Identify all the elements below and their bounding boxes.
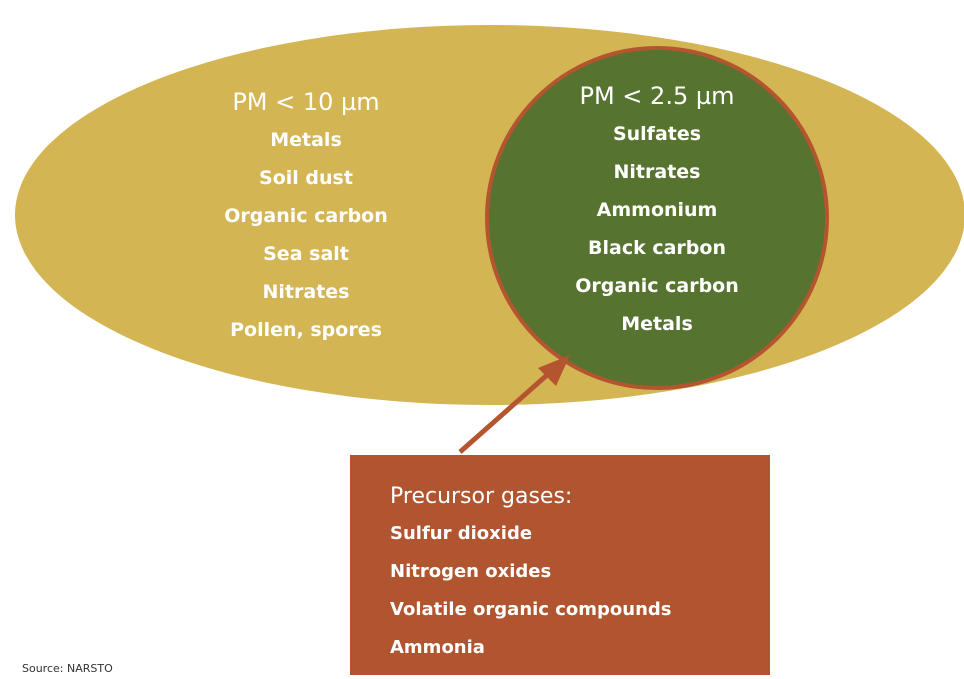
pm10-item: Organic carbon (224, 205, 388, 227)
pm25-item: Black carbon (588, 237, 726, 259)
precursor-item: Ammonia (390, 637, 485, 658)
pm25-circle (485, 46, 829, 390)
pm10-item: Soil dust (259, 167, 353, 189)
arrow-head (538, 355, 570, 386)
pm25-item: Nitrates (614, 161, 701, 183)
pm25-item: Ammonium (597, 199, 718, 221)
precursor-group: Precursor gases: Sulfur dioxide Nitrogen o… (390, 484, 672, 658)
pm10-item: Metals (270, 129, 342, 151)
pm25-item: Organic carbon (575, 275, 739, 297)
pm10-item: Nitrates (263, 281, 350, 303)
precursor-box (350, 455, 770, 675)
precursor-item: Volatile organic compounds (390, 599, 672, 620)
pm10-title: PM < 10 µm (232, 88, 379, 116)
source: Source: NARSTO (22, 662, 113, 675)
precursor-item: Nitrogen oxides (390, 561, 551, 582)
pm10-item: Sea salt (263, 243, 349, 265)
pm10-group: PM < 10 µm Metals Soil dust Organic carbon S… (224, 88, 388, 341)
precursor-item: Sulfur dioxide (390, 523, 532, 544)
arrow-line (458, 366, 557, 454)
pm25-title: PM < 2.5 µm (580, 82, 735, 110)
pm25-item: Sulfates (613, 123, 701, 145)
pm10-item: Pollen, spores (230, 319, 382, 341)
pm25-group: PM < 2.5 µm Sulfates Nitrates Ammonium Black… (575, 82, 739, 335)
precursor-title: Precursor gases: (390, 484, 572, 509)
pm25-item: Metals (621, 313, 693, 335)
